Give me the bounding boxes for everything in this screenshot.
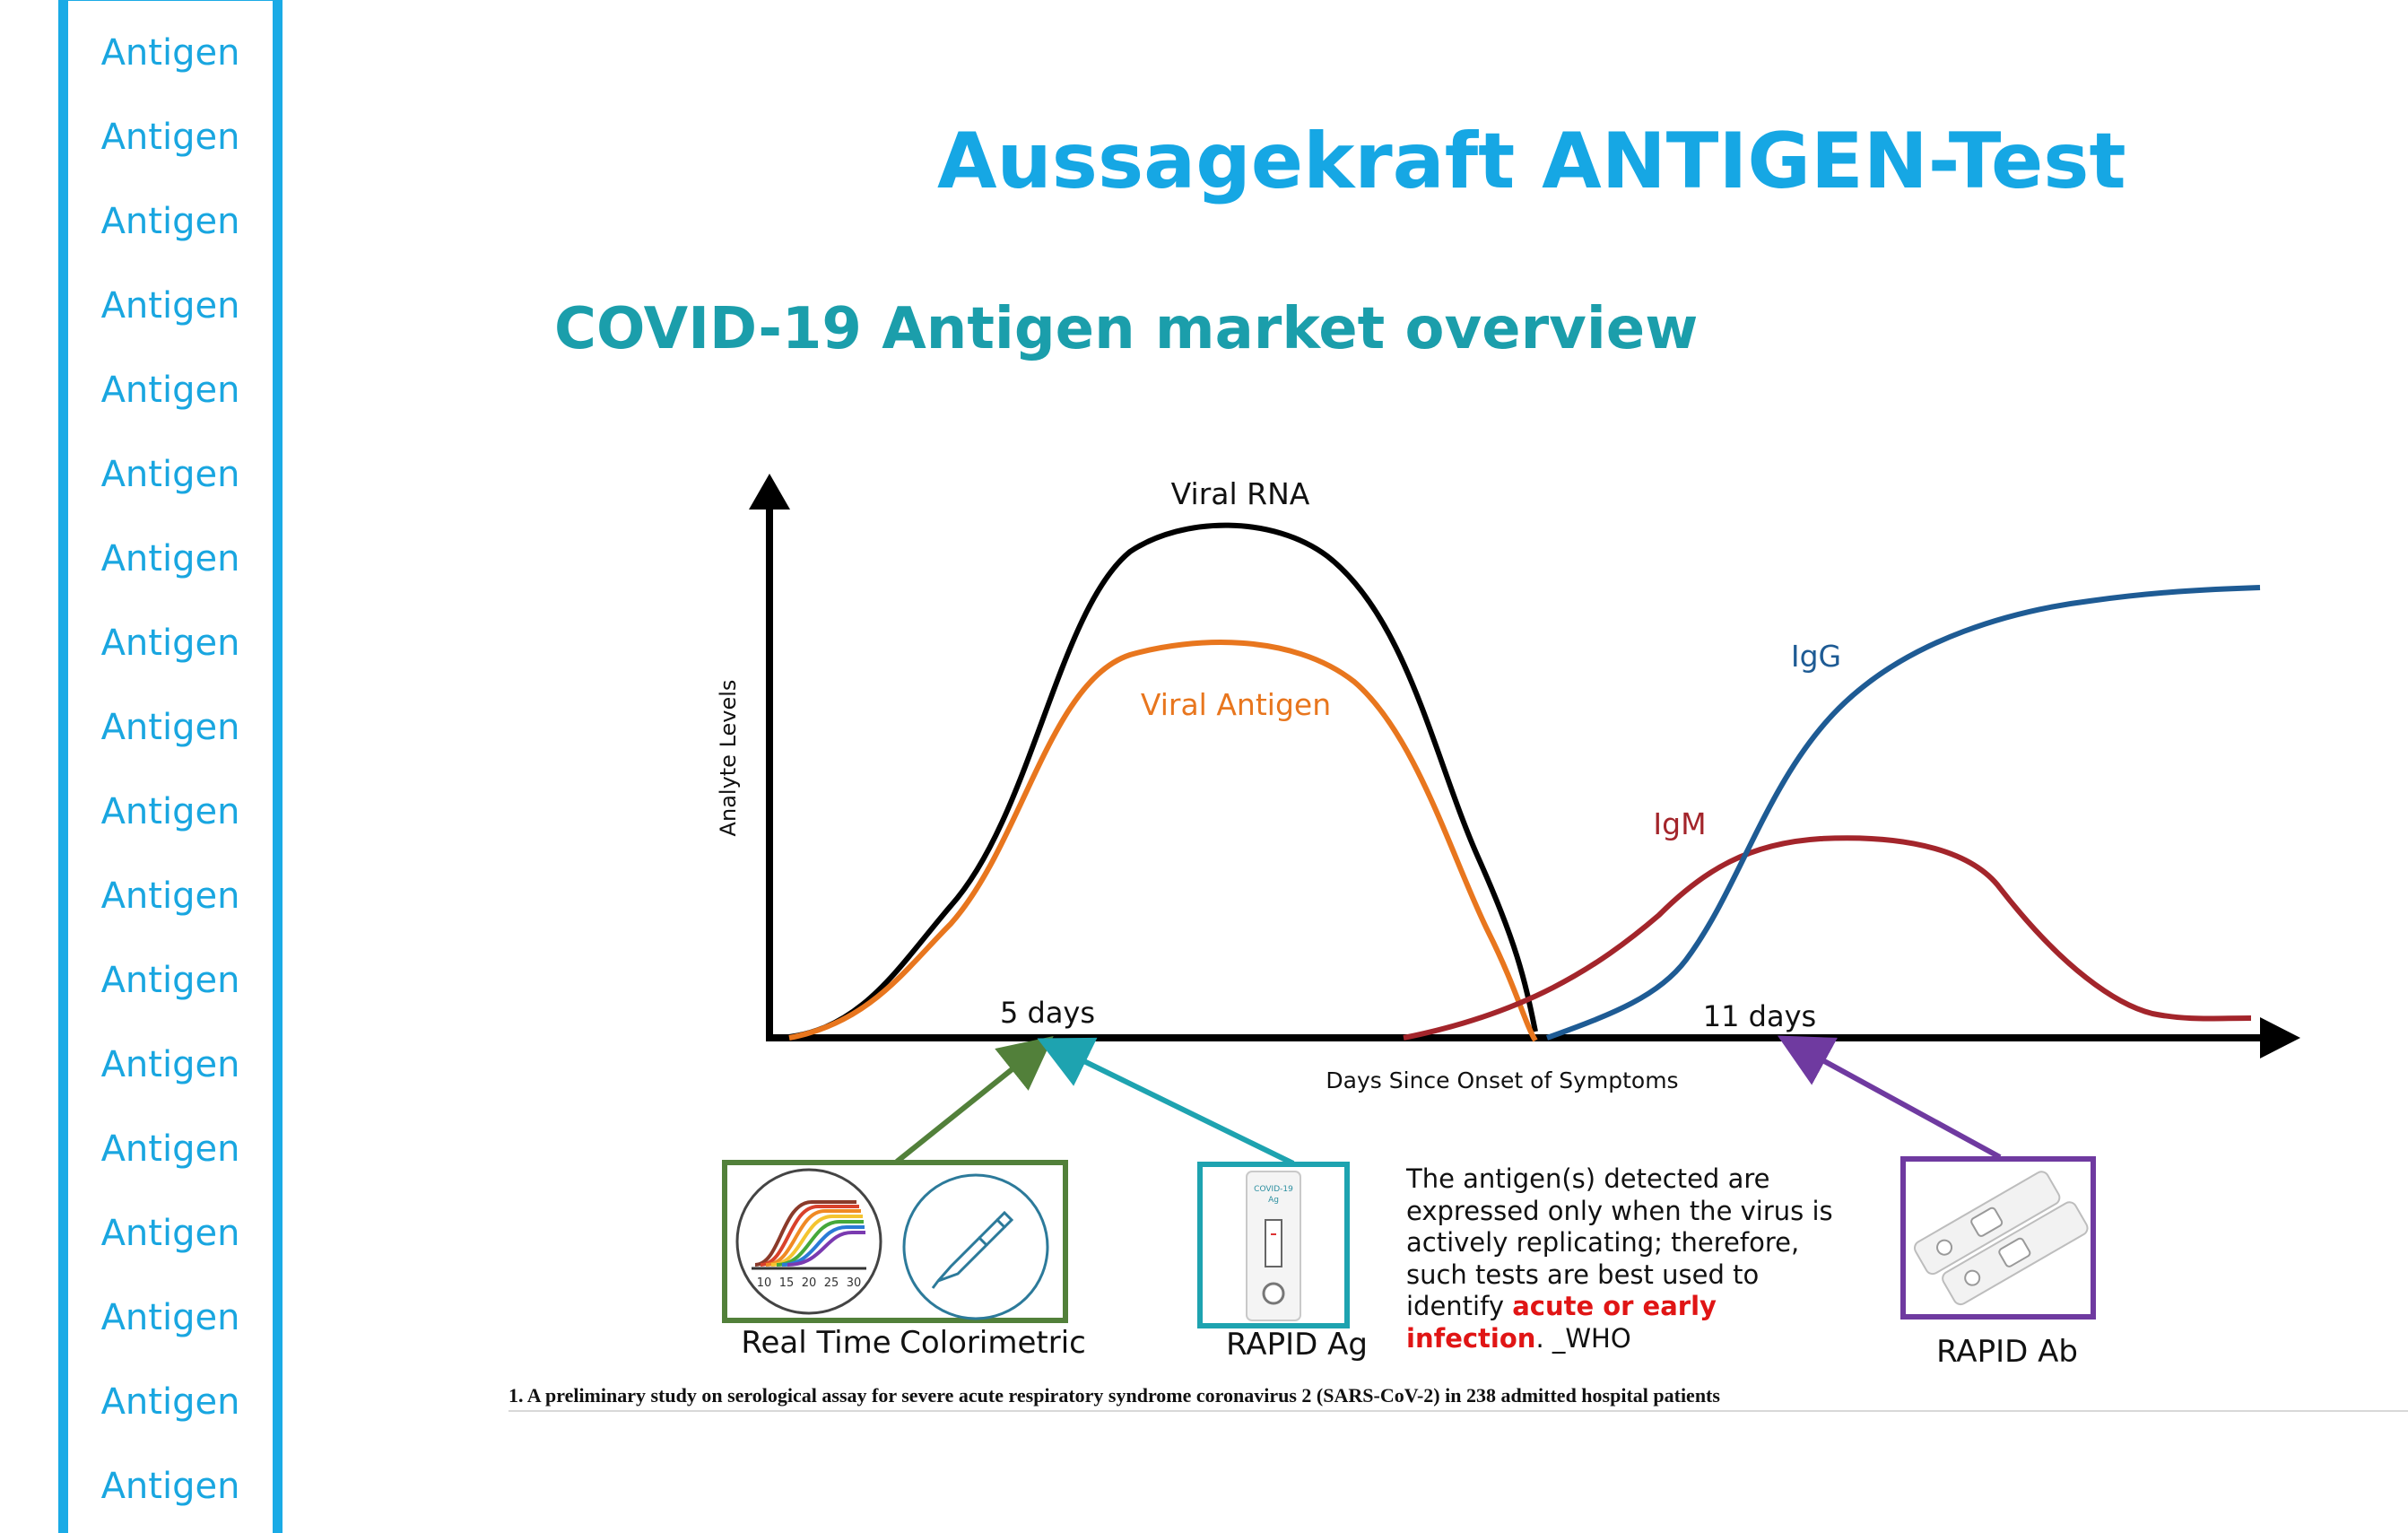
sidebar-item-antigen[interactable]: Antigen	[100, 538, 240, 579]
sidebar-item-antigen[interactable]: Antigen	[100, 32, 240, 74]
sidebar-item-antigen[interactable]: Antigen	[100, 791, 240, 832]
igg-curve	[1545, 585, 2261, 1041]
real-time-label: Real Time	[741, 1325, 891, 1361]
sidebar-item-antigen[interactable]: Antigen	[100, 370, 240, 411]
y-axis-label: Analyte Levels	[716, 680, 741, 837]
rapid-ab-label: RAPID Ab	[1936, 1334, 2078, 1370]
rapid-ag-arrow	[1037, 1037, 1295, 1166]
sidebar-item-antigen[interactable]: Antigen	[100, 623, 240, 664]
cassette-window	[1265, 1219, 1282, 1267]
rapid-ag-label: RAPID Ag	[1226, 1327, 1368, 1363]
antibody-test-strips-icon	[1913, 1171, 2089, 1306]
pcr-tick: 10	[757, 1276, 772, 1290]
pcr-amplification-curves	[752, 1200, 866, 1270]
y-axis-arrowhead	[749, 474, 790, 510]
day11-marker: 11 days	[1703, 999, 1816, 1033]
pcr-tick: 20	[802, 1276, 817, 1290]
sidebar-item-antigen[interactable]: Antigen	[100, 960, 240, 1001]
pcr-tick: 25	[824, 1276, 839, 1290]
pipette-icon	[931, 1210, 1014, 1289]
sidebar-item-antigen[interactable]: Antigen	[100, 1213, 240, 1254]
pcr-tick: 30	[847, 1276, 862, 1290]
sidebar-item-antigen[interactable]: Antigen	[100, 875, 240, 917]
sidebar: Antigen Antigen Antigen Antigen Antigen Antig…	[58, 0, 283, 1533]
sidebar-item-antigen[interactable]: Antigen	[100, 1044, 240, 1085]
real-time-arrow	[895, 1035, 1054, 1164]
sidebar-item-antigen[interactable]: Antigen	[100, 201, 240, 242]
who-quote-suffix: . _WHO	[1535, 1322, 1631, 1354]
pcr-tick: 15	[779, 1276, 795, 1290]
x-axis-arrowhead	[2260, 1017, 2300, 1058]
cassette-label: COVID-19	[1254, 1185, 1293, 1194]
cassette-sub-label: Ag	[1268, 1196, 1279, 1205]
sidebar-list: Antigen Antigen Antigen Antigen Antigen Antig…	[68, 1, 273, 1533]
x-axis-label: Days Since Onset of Symptoms	[1326, 1067, 1678, 1093]
viral-rna-label: Viral RNA	[1171, 476, 1310, 511]
rapid-ab-product-box: RAPID Ab	[1900, 1156, 2096, 1370]
sidebar-item-antigen[interactable]: Antigen	[100, 1381, 240, 1423]
page-title: Aussagekraft ANTIGEN-Test	[937, 117, 2126, 206]
sidebar-item-antigen[interactable]: Antigen	[100, 707, 240, 748]
igm-label: IgM	[1653, 806, 1706, 841]
igm-curve	[1403, 835, 2252, 1041]
sidebar-item-antigen[interactable]: Antigen	[100, 454, 240, 495]
colorimetric-icon	[902, 1173, 1049, 1320]
cassette-sample-well	[1262, 1282, 1285, 1305]
day5-marker: 5 days	[1000, 996, 1095, 1030]
colorimetric-label: Colorimetric	[900, 1325, 1086, 1361]
footnote-divider	[509, 1410, 2408, 1412]
viral-antigen-curve	[788, 640, 1538, 1042]
who-quote: The antigen(s) detected are expressed on…	[1406, 1163, 1855, 1354]
rapid-ab-arrow	[1777, 1035, 2002, 1160]
sidebar-item-antigen[interactable]: Antigen	[100, 117, 240, 158]
sidebar-item-antigen[interactable]: Antigen	[100, 1128, 240, 1170]
who-quote-text: The antigen(s) detected are expressed on…	[1406, 1163, 1833, 1321]
rapid-ag-product-box: COVID-19 Ag RAPID Ag	[1197, 1162, 1368, 1363]
igg-label: IgG	[1791, 639, 1841, 674]
who-quote-highlight: acute or early infection	[1406, 1291, 1717, 1354]
page-subtitle: COVID-19 Antigen market overview	[554, 296, 1699, 362]
viral-antigen-label: Viral Antigen	[1141, 687, 1331, 722]
sidebar-item-antigen[interactable]: Antigen	[100, 285, 240, 327]
sidebar-item-antigen[interactable]: Antigen	[100, 1466, 240, 1507]
viral-rna-curve	[779, 522, 1538, 1041]
sidebar-item-antigen[interactable]: Antigen	[100, 1297, 240, 1338]
real-time-product-box: 10 15 20 25 30 Real Time Colorimetric	[722, 1160, 1086, 1361]
reference-footnote: 1. A preliminary study on serological as…	[509, 1384, 1720, 1407]
